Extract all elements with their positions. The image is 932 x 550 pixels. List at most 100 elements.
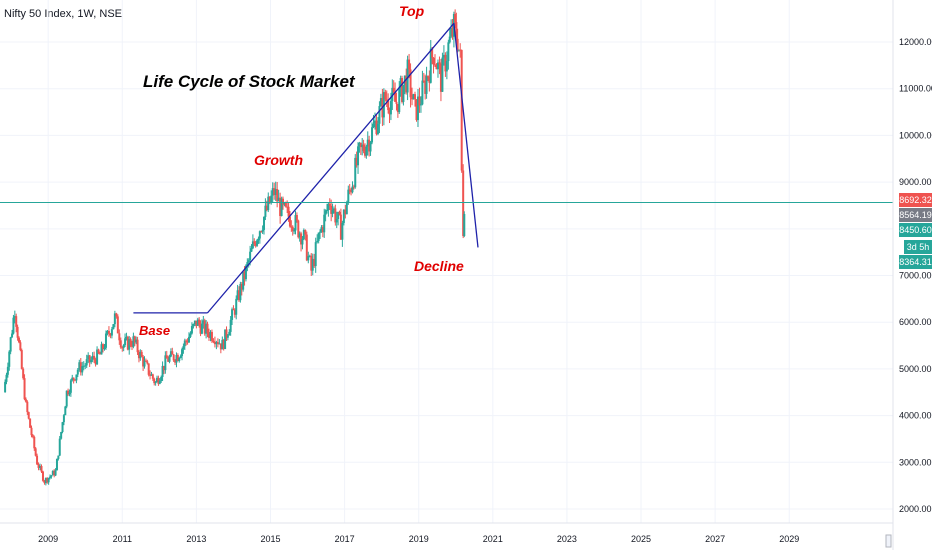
candle-body [385, 99, 388, 101]
candle-body [16, 326, 19, 338]
candle-body [53, 470, 56, 476]
price-tag-high: 8692.32 [899, 193, 932, 207]
candle-body [297, 220, 300, 238]
candle-body [139, 351, 142, 359]
candle-body [150, 374, 153, 376]
candle-body [165, 355, 168, 359]
candle-body [161, 365, 164, 377]
candle-body [44, 478, 47, 484]
candle-body [399, 78, 402, 88]
candle-body [156, 377, 159, 382]
candle-body [425, 76, 428, 94]
candle-body [122, 345, 125, 348]
candle-body [294, 215, 297, 231]
candle-body [311, 258, 314, 271]
candle-body [366, 139, 369, 147]
candle-body [149, 374, 152, 376]
candle-body [106, 330, 109, 334]
candle-body [146, 361, 149, 364]
candle-body [261, 229, 264, 232]
candle-body [27, 412, 30, 419]
candle-body [30, 427, 33, 436]
candle-body [121, 347, 124, 349]
candle-body [396, 103, 399, 113]
candle-body [162, 365, 165, 371]
candle-body [454, 13, 457, 23]
candle-body [347, 189, 350, 203]
candle-body [99, 353, 102, 355]
price-tag-low: 8364.31 [899, 255, 932, 269]
candle-body [213, 341, 216, 345]
candle-body [178, 357, 181, 361]
candle-body [34, 448, 37, 456]
candle-body [183, 340, 186, 347]
candle-body [300, 233, 303, 245]
candle-body [429, 48, 432, 83]
candle-body [406, 59, 409, 93]
candle-body [424, 80, 427, 94]
candle-body [328, 203, 331, 206]
candle-body [459, 49, 462, 51]
candle-body [348, 189, 351, 191]
candle-body [60, 432, 63, 439]
candle-body [295, 215, 298, 221]
candle-body [68, 392, 71, 395]
candle-body [323, 214, 326, 233]
candle-body [290, 226, 293, 228]
candle-body [355, 157, 358, 166]
candle-body [402, 84, 405, 102]
candle-body [102, 344, 105, 350]
candle-body [19, 342, 22, 351]
x-tick-label: 2017 [335, 534, 355, 544]
candle-body [182, 346, 185, 350]
candle-body [55, 458, 58, 471]
candle-body [307, 256, 310, 261]
candle-body [41, 471, 44, 481]
candle-body [421, 80, 424, 105]
candle-body [169, 351, 172, 357]
candle-body [415, 99, 418, 121]
candle-body [104, 333, 107, 348]
candle-body [395, 101, 398, 104]
candle-body [384, 92, 387, 100]
candle-body [93, 355, 96, 360]
candle-body [257, 238, 260, 241]
candle-body [119, 340, 122, 348]
candle-body [338, 211, 341, 215]
candle-body [253, 241, 256, 244]
candle-body [271, 188, 274, 196]
candle-body [265, 205, 268, 211]
candle-body [273, 188, 276, 196]
candle-body [65, 390, 68, 407]
annotation-title: Life Cycle of Stock Market [143, 72, 356, 91]
candle-body [78, 362, 81, 370]
candle-body [344, 209, 347, 215]
candle-body [205, 323, 208, 334]
candle-body [251, 241, 254, 249]
candle-body [287, 206, 290, 217]
candle-body [242, 271, 245, 290]
y-tick-label: 3000.00 [899, 457, 932, 467]
candle-body [376, 123, 379, 135]
candle-body [82, 365, 85, 367]
candle-body [365, 146, 368, 156]
candle-body [195, 320, 198, 326]
candle-body [313, 258, 316, 267]
candle-body [225, 329, 228, 338]
candle-body [332, 208, 335, 211]
candle-body [15, 316, 18, 327]
scroll-handle[interactable] [885, 534, 892, 548]
candle-body [87, 355, 90, 360]
candle-body [243, 271, 246, 280]
candle-body [316, 240, 319, 243]
candle-body [373, 120, 376, 124]
candle-body [460, 50, 463, 171]
candle-body [72, 377, 75, 380]
candle-body [283, 202, 286, 205]
candle-body [369, 142, 372, 152]
candle-body [288, 216, 291, 227]
trendline [207, 22, 455, 314]
candle-body [174, 360, 177, 363]
candle-body [224, 329, 227, 350]
